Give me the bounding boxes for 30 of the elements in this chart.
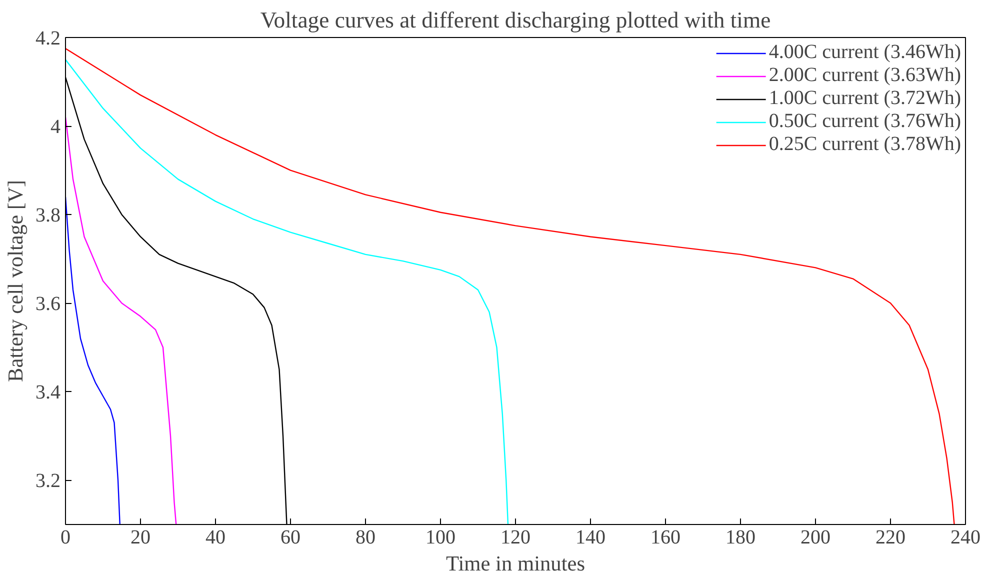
x-tick-label: 240 — [950, 526, 980, 548]
x-tick-label: 180 — [726, 526, 756, 548]
legend-label: 0.50C current (3.76Wh) — [768, 110, 961, 133]
x-tick-label: 80 — [356, 526, 376, 548]
line-series — [66, 116, 177, 524]
legend-label: 0.25C current (3.78Wh) — [768, 133, 961, 156]
chart-title: Voltage curves at different discharging plotted with time — [260, 8, 771, 32]
y-tick-label: 4.2 — [36, 28, 60, 50]
y-axis-title: Battery cell voltage [V] — [4, 180, 28, 382]
y-tick-label: 4 — [50, 116, 60, 138]
y-tick-label: 3.8 — [36, 204, 60, 227]
y-tick-label: 3.4 — [36, 382, 60, 404]
x-axis-title: Time in minutes — [446, 552, 586, 576]
x-tick-label: 0 — [60, 526, 70, 548]
x-tick-label: 160 — [650, 526, 680, 548]
legend-label: 4.00C current (3.46Wh) — [768, 41, 961, 64]
line-series — [66, 59, 509, 524]
legend-label: 2.00C current (3.63Wh) — [768, 64, 961, 87]
x-tick-label: 140 — [576, 526, 606, 548]
y-tick-label: 3.2 — [36, 470, 60, 492]
x-tick-label: 200 — [800, 526, 830, 548]
x-tick-label: 120 — [500, 526, 530, 548]
x-tick-label: 220 — [876, 526, 906, 548]
x-tick-label: 40 — [206, 526, 226, 548]
x-tick-label: 100 — [426, 526, 456, 548]
y-tick-label: 3.6 — [36, 293, 60, 316]
legend-label: 1.00C current (3.72Wh) — [768, 87, 961, 110]
x-tick-label: 60 — [280, 526, 300, 548]
x-tick-label: 20 — [130, 526, 150, 548]
line-series — [66, 196, 120, 524]
